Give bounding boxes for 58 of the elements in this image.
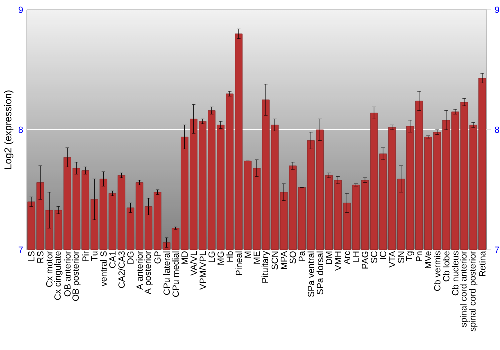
x-tick-label: SCN	[272, 252, 278, 270]
x-tick-label: MG	[218, 252, 224, 265]
x-tick-label: SPa ventral	[308, 252, 314, 298]
x-tick-label: CPu lateral	[164, 252, 170, 296]
x-tick-label: Hb	[226, 252, 234, 262]
x-tick-label: Cb lobe	[443, 252, 450, 282]
x-tick-label: OB posterior	[72, 251, 81, 302]
x-tick-label: Cx cingulate	[54, 252, 63, 300]
x-tick-label: LH	[353, 252, 360, 262]
x-tick-label: spinal cord anterior	[460, 251, 469, 328]
x-tick-label: VA/VL	[190, 251, 198, 276]
x-tick-label: Cx motor	[46, 251, 53, 288]
x-tick-label: CA1	[110, 252, 116, 268]
x-tick-label: RS	[37, 252, 44, 263]
x-tick-label: ventral S	[100, 252, 107, 287]
y2-tick-label: 7	[495, 246, 500, 254]
x-tick-label: CA2/CA3	[118, 252, 126, 288]
x-tick-label: VTA	[389, 251, 396, 268]
x-tick-label: SC	[371, 252, 378, 264]
x-tick-label: Pa	[298, 251, 306, 262]
x-tick-label: LS	[28, 252, 35, 262]
x-tick-label: Pineal	[236, 252, 242, 276]
x-tick-label: A anterior	[136, 251, 144, 290]
x-tick-label: Cb vermis	[434, 252, 441, 292]
x-tick-label: Retina	[479, 251, 486, 276]
x-tick-label: ME	[254, 252, 260, 264]
x-tick-label: DG	[128, 252, 134, 264]
y-tick-label: 8	[18, 126, 24, 134]
x-tick-label: Pituitary	[262, 251, 270, 283]
x-tick-label: MVe	[425, 252, 432, 268]
x-tick-label: VPM/VPL	[200, 251, 206, 290]
x-tick-label: spinal cord posterior	[469, 251, 478, 332]
x-tick-label: SPa dorsal	[316, 252, 324, 295]
x-tick-label: MPA	[280, 251, 288, 270]
x-tick-label: Tu	[92, 252, 98, 262]
x-tick-label: OB anterior	[64, 251, 71, 297]
x-tick-label: GP	[154, 252, 161, 264]
x-tick-label: LG	[208, 252, 216, 262]
x-tick-label: A posterior	[144, 251, 153, 295]
y-tick-label: 9	[18, 6, 24, 14]
x-tick-label: VMH	[335, 252, 342, 272]
x-tick-label: SN	[398, 252, 404, 264]
y-axis-title: Log2 (expression)	[4, 90, 14, 170]
x-tick-label: M	[244, 252, 252, 258]
x-tick-label: Pn	[416, 252, 422, 262]
x-tick-label: Pir	[82, 251, 89, 262]
y2-tick-label: 8	[495, 126, 500, 134]
x-tick-label: MD	[182, 252, 188, 264]
x-tick-label: DM	[326, 252, 332, 264]
y2-tick-label: 9	[495, 6, 500, 14]
x-tick-label: Tg	[406, 252, 414, 262]
x-tick-label: Arc	[344, 251, 350, 265]
y-tick-label: 7	[18, 246, 24, 254]
x-tick-label: SO	[290, 252, 296, 264]
x-tick-label: PAG	[362, 252, 368, 269]
x-tick-label: IC	[380, 252, 386, 260]
x-tick-label: Cb nucleus	[452, 252, 459, 296]
x-tick-label: CPu medial	[172, 252, 180, 298]
